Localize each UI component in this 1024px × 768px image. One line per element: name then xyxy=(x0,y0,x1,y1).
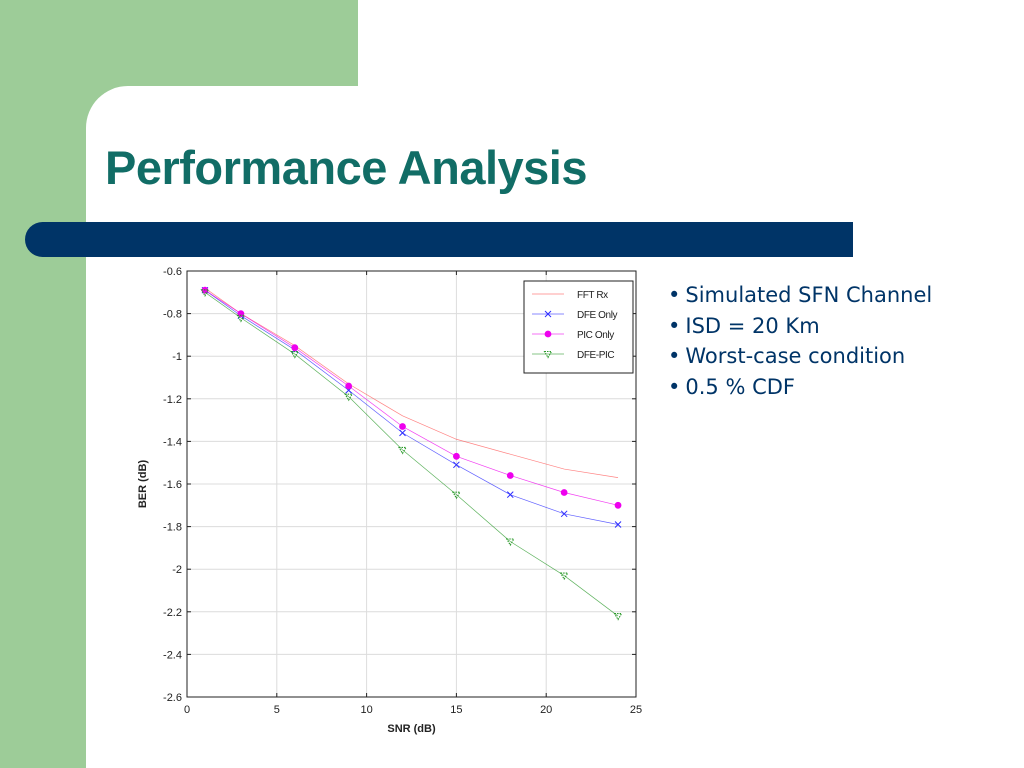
marker-stroke xyxy=(560,510,568,518)
y-tick-label: -2.4 xyxy=(163,649,182,661)
bullet-item: Simulated SFN Channel xyxy=(668,280,932,311)
series-pic-only xyxy=(201,286,622,509)
series-line xyxy=(204,287,619,478)
data-point-dot xyxy=(614,501,622,509)
data-point-dot xyxy=(291,344,299,352)
y-tick-label: -1.8 xyxy=(163,522,182,534)
data-point-x xyxy=(399,429,406,437)
data-point-dot xyxy=(399,423,406,430)
x-tick-label: 10 xyxy=(360,704,372,716)
x-axis-label: SNR (dB) xyxy=(387,723,436,735)
series-lines xyxy=(200,286,623,621)
data-point-x xyxy=(544,310,552,318)
data-point-triangle xyxy=(559,572,569,581)
data-point-triangle xyxy=(200,289,210,297)
y-tick-label: -2.6 xyxy=(163,692,182,704)
data-point-x xyxy=(453,461,460,469)
data-point-triangle xyxy=(543,350,553,359)
x-tick-label: 5 xyxy=(274,704,280,716)
ber-vs-snr-chart: 0 5 10 15 20 25 -0.6 -0.8 -1 -1.2 -1.4 -1.6 -1.8 -2 -2… xyxy=(137,266,642,735)
marker-stroke xyxy=(506,491,514,499)
y-tick-label: -1.6 xyxy=(163,479,182,491)
data-point-x xyxy=(560,510,568,518)
data-point-triangle xyxy=(613,613,623,621)
series-dfe-pic xyxy=(200,289,623,621)
legend-label: DFE-PIC xyxy=(577,350,614,361)
marker-stroke xyxy=(453,461,460,469)
data-point-dot xyxy=(506,472,514,479)
y-tick-label: -2 xyxy=(172,564,182,576)
series-line xyxy=(204,292,619,617)
legend-label: FFT Rx xyxy=(577,290,608,301)
x-tick-label: 0 xyxy=(184,704,190,716)
data-point-dot xyxy=(345,382,353,390)
marker-stroke xyxy=(544,310,552,318)
legend-box xyxy=(523,280,634,374)
data-point-dot xyxy=(560,489,568,496)
y-tick-label: -1.4 xyxy=(163,436,182,448)
bullet-item: 0.5 % CDF xyxy=(668,372,932,403)
x-tick-label: 20 xyxy=(540,704,552,716)
data-point-dot xyxy=(544,330,552,338)
data-point-x xyxy=(506,491,514,499)
marker-stroke xyxy=(614,521,622,528)
x-tick-label: 15 xyxy=(450,704,462,716)
data-point-dot xyxy=(452,452,460,460)
legend-label: DFE Only xyxy=(577,310,618,321)
y-axis-label: BER (dB) xyxy=(137,460,149,509)
bullet-item: ISD = 20 Km xyxy=(668,311,932,342)
data-point-triangle xyxy=(451,491,461,500)
legend-label: PIC Only xyxy=(577,330,614,341)
bullet-list: Simulated SFN Channel ISD = 20 Km Worst-… xyxy=(668,280,932,402)
data-point-triangle xyxy=(236,314,246,323)
y-tick-label: -0.8 xyxy=(163,309,182,321)
bullet-item: Worst-case condition xyxy=(668,341,932,372)
title-underline-bar xyxy=(25,222,853,257)
axis-ticks: 0 5 10 15 20 25 -0.6 -0.8 -1 -1.2 -1.4 -1.6 -1.8 -2 -2… xyxy=(163,266,642,716)
slide-title: Performance Analysis xyxy=(105,141,588,194)
data-point-x xyxy=(614,521,622,528)
y-tick-label: -0.6 xyxy=(163,266,182,278)
y-tick-label: -1 xyxy=(172,351,182,363)
data-point-triangle xyxy=(398,446,407,455)
chart-legend: FFT Rx DFE Only PIC Only DFE-PIC xyxy=(523,280,634,374)
y-tick-label: -2.2 xyxy=(163,607,182,619)
data-point-triangle xyxy=(290,351,300,359)
series-fft-rx xyxy=(204,287,619,478)
data-point-triangle xyxy=(505,538,515,547)
green-side-strip xyxy=(0,0,86,768)
y-tick-label: -1.2 xyxy=(163,394,182,406)
data-point-triangle xyxy=(344,393,354,402)
x-tick-label: 25 xyxy=(630,704,642,716)
marker-stroke xyxy=(399,429,406,437)
